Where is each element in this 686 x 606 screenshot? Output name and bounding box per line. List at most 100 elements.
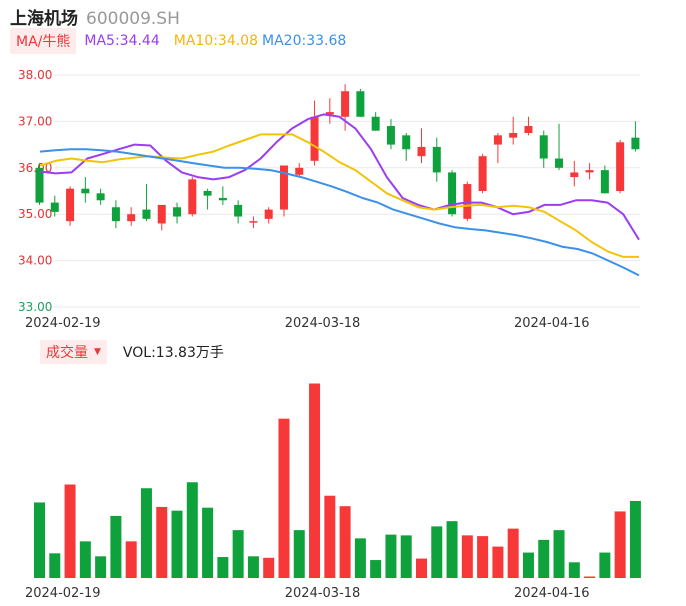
candle-body xyxy=(142,209,151,219)
candle-body xyxy=(35,167,44,203)
date-tick-label: 2024-04-16 xyxy=(514,586,590,601)
volume-bar xyxy=(553,530,565,578)
volume-bar xyxy=(614,511,626,578)
volume-bar xyxy=(125,541,137,578)
volume-bar xyxy=(599,552,611,578)
volume-bar xyxy=(354,538,366,578)
candle-body xyxy=(264,209,273,219)
volume-bar xyxy=(629,500,641,578)
volume-bar xyxy=(247,556,259,578)
candle-body xyxy=(234,204,243,217)
volume-bar xyxy=(171,510,183,578)
candle-body xyxy=(402,135,411,150)
stock-name: 上海机场 xyxy=(10,9,78,29)
date-tick-label: 2024-04-16 xyxy=(514,316,590,331)
candle-body xyxy=(341,91,350,117)
candle-body xyxy=(310,116,319,161)
volume-bar xyxy=(370,560,382,578)
candlestick-series xyxy=(35,84,640,231)
ma5-value: MA5:34.44 xyxy=(84,33,160,49)
date-tick-label: 2024-02-19 xyxy=(25,586,101,601)
volume-bar xyxy=(568,562,580,578)
candle-body xyxy=(555,158,564,168)
date-tick-label: 2024-03-18 xyxy=(285,586,361,601)
moving-average-lines xyxy=(39,113,640,277)
volume-bar xyxy=(400,535,412,578)
volume-bar xyxy=(293,530,305,578)
ma10-value: MA10:34.08 xyxy=(173,33,259,49)
candle-body xyxy=(478,156,487,191)
candle-body xyxy=(127,214,136,222)
price-tick-label: 35.00 xyxy=(18,207,52,221)
ma5-line xyxy=(39,113,640,241)
candle-body xyxy=(616,142,625,191)
candle-body xyxy=(509,133,518,138)
volume-bar xyxy=(522,552,534,578)
volume-bar xyxy=(79,541,91,578)
candle-body xyxy=(448,172,457,215)
volume-bar xyxy=(477,536,489,578)
volume-bar xyxy=(110,515,122,578)
candle-body xyxy=(157,204,166,224)
volume-bar xyxy=(156,506,168,578)
candle-body xyxy=(386,126,395,145)
volume-bar xyxy=(492,546,504,578)
volume-bar xyxy=(461,535,473,578)
stock-header: 上海机场 600009.SH xyxy=(10,4,180,29)
volume-bar xyxy=(34,502,45,578)
candle-body xyxy=(295,167,304,175)
candle-body xyxy=(249,221,258,223)
candle-body xyxy=(432,146,441,173)
date-axis-bottom: 2024-02-19 2024-03-18 2024-04-16 xyxy=(25,586,590,601)
volume-bar xyxy=(278,418,290,578)
volume-bar xyxy=(140,488,152,578)
volume-indicator-selector[interactable]: 成交量 ▼ xyxy=(40,340,107,364)
price-tick-label: 37.00 xyxy=(18,114,52,128)
volume-bar xyxy=(431,526,443,578)
candle-body xyxy=(279,165,288,210)
volume-bar xyxy=(385,534,397,578)
candle-body xyxy=(173,207,182,217)
stock-code: 600009.SH xyxy=(86,9,180,29)
candle-body xyxy=(600,170,609,194)
candle-body xyxy=(539,135,548,159)
volume-bar xyxy=(416,558,427,578)
candle-body xyxy=(81,188,90,194)
candle-body xyxy=(188,179,197,215)
candle-body xyxy=(371,116,380,131)
price-tick-label: 33.00 xyxy=(18,300,52,314)
ma20-value: MA20:33.68 xyxy=(262,33,347,49)
price-tick-label: 34.00 xyxy=(18,254,52,268)
caret-down-icon: ▼ xyxy=(94,347,101,357)
candle-body xyxy=(203,191,212,196)
candle-body xyxy=(493,135,502,145)
candle-body xyxy=(585,170,594,173)
candle-body xyxy=(50,202,59,212)
candle-body xyxy=(570,172,579,178)
volume-bar xyxy=(202,507,214,578)
ma-indicator-selector[interactable]: MA/牛熊 xyxy=(10,28,77,54)
volume-legend: 成交量 ▼ VOL:13.83万手 xyxy=(40,340,224,364)
volume-bar xyxy=(446,521,458,578)
ma-legend: MA/牛熊 MA5:34.44 MA10:34.08 MA20:33.68 xyxy=(10,28,346,54)
volume-bar xyxy=(232,530,244,578)
volume-bar xyxy=(339,506,351,578)
date-tick-label: 2024-02-19 xyxy=(25,316,101,331)
volume-bar xyxy=(584,576,596,578)
volume-bar xyxy=(49,553,61,578)
volume-bar xyxy=(217,557,229,578)
date-axis-top: 2024-02-19 2024-03-18 2024-04-16 xyxy=(25,316,590,331)
volume-bar xyxy=(507,528,519,578)
ma10-line xyxy=(39,133,639,258)
candle-body xyxy=(111,207,120,222)
candle-body xyxy=(463,184,472,219)
volume-bar xyxy=(324,495,336,578)
volume-bar xyxy=(309,383,321,578)
candle-body xyxy=(96,193,105,201)
volume-bar xyxy=(263,557,275,578)
volume-value: VOL:13.83万手 xyxy=(122,345,224,361)
volume-bar xyxy=(186,482,198,578)
candle-body xyxy=(417,146,426,157)
